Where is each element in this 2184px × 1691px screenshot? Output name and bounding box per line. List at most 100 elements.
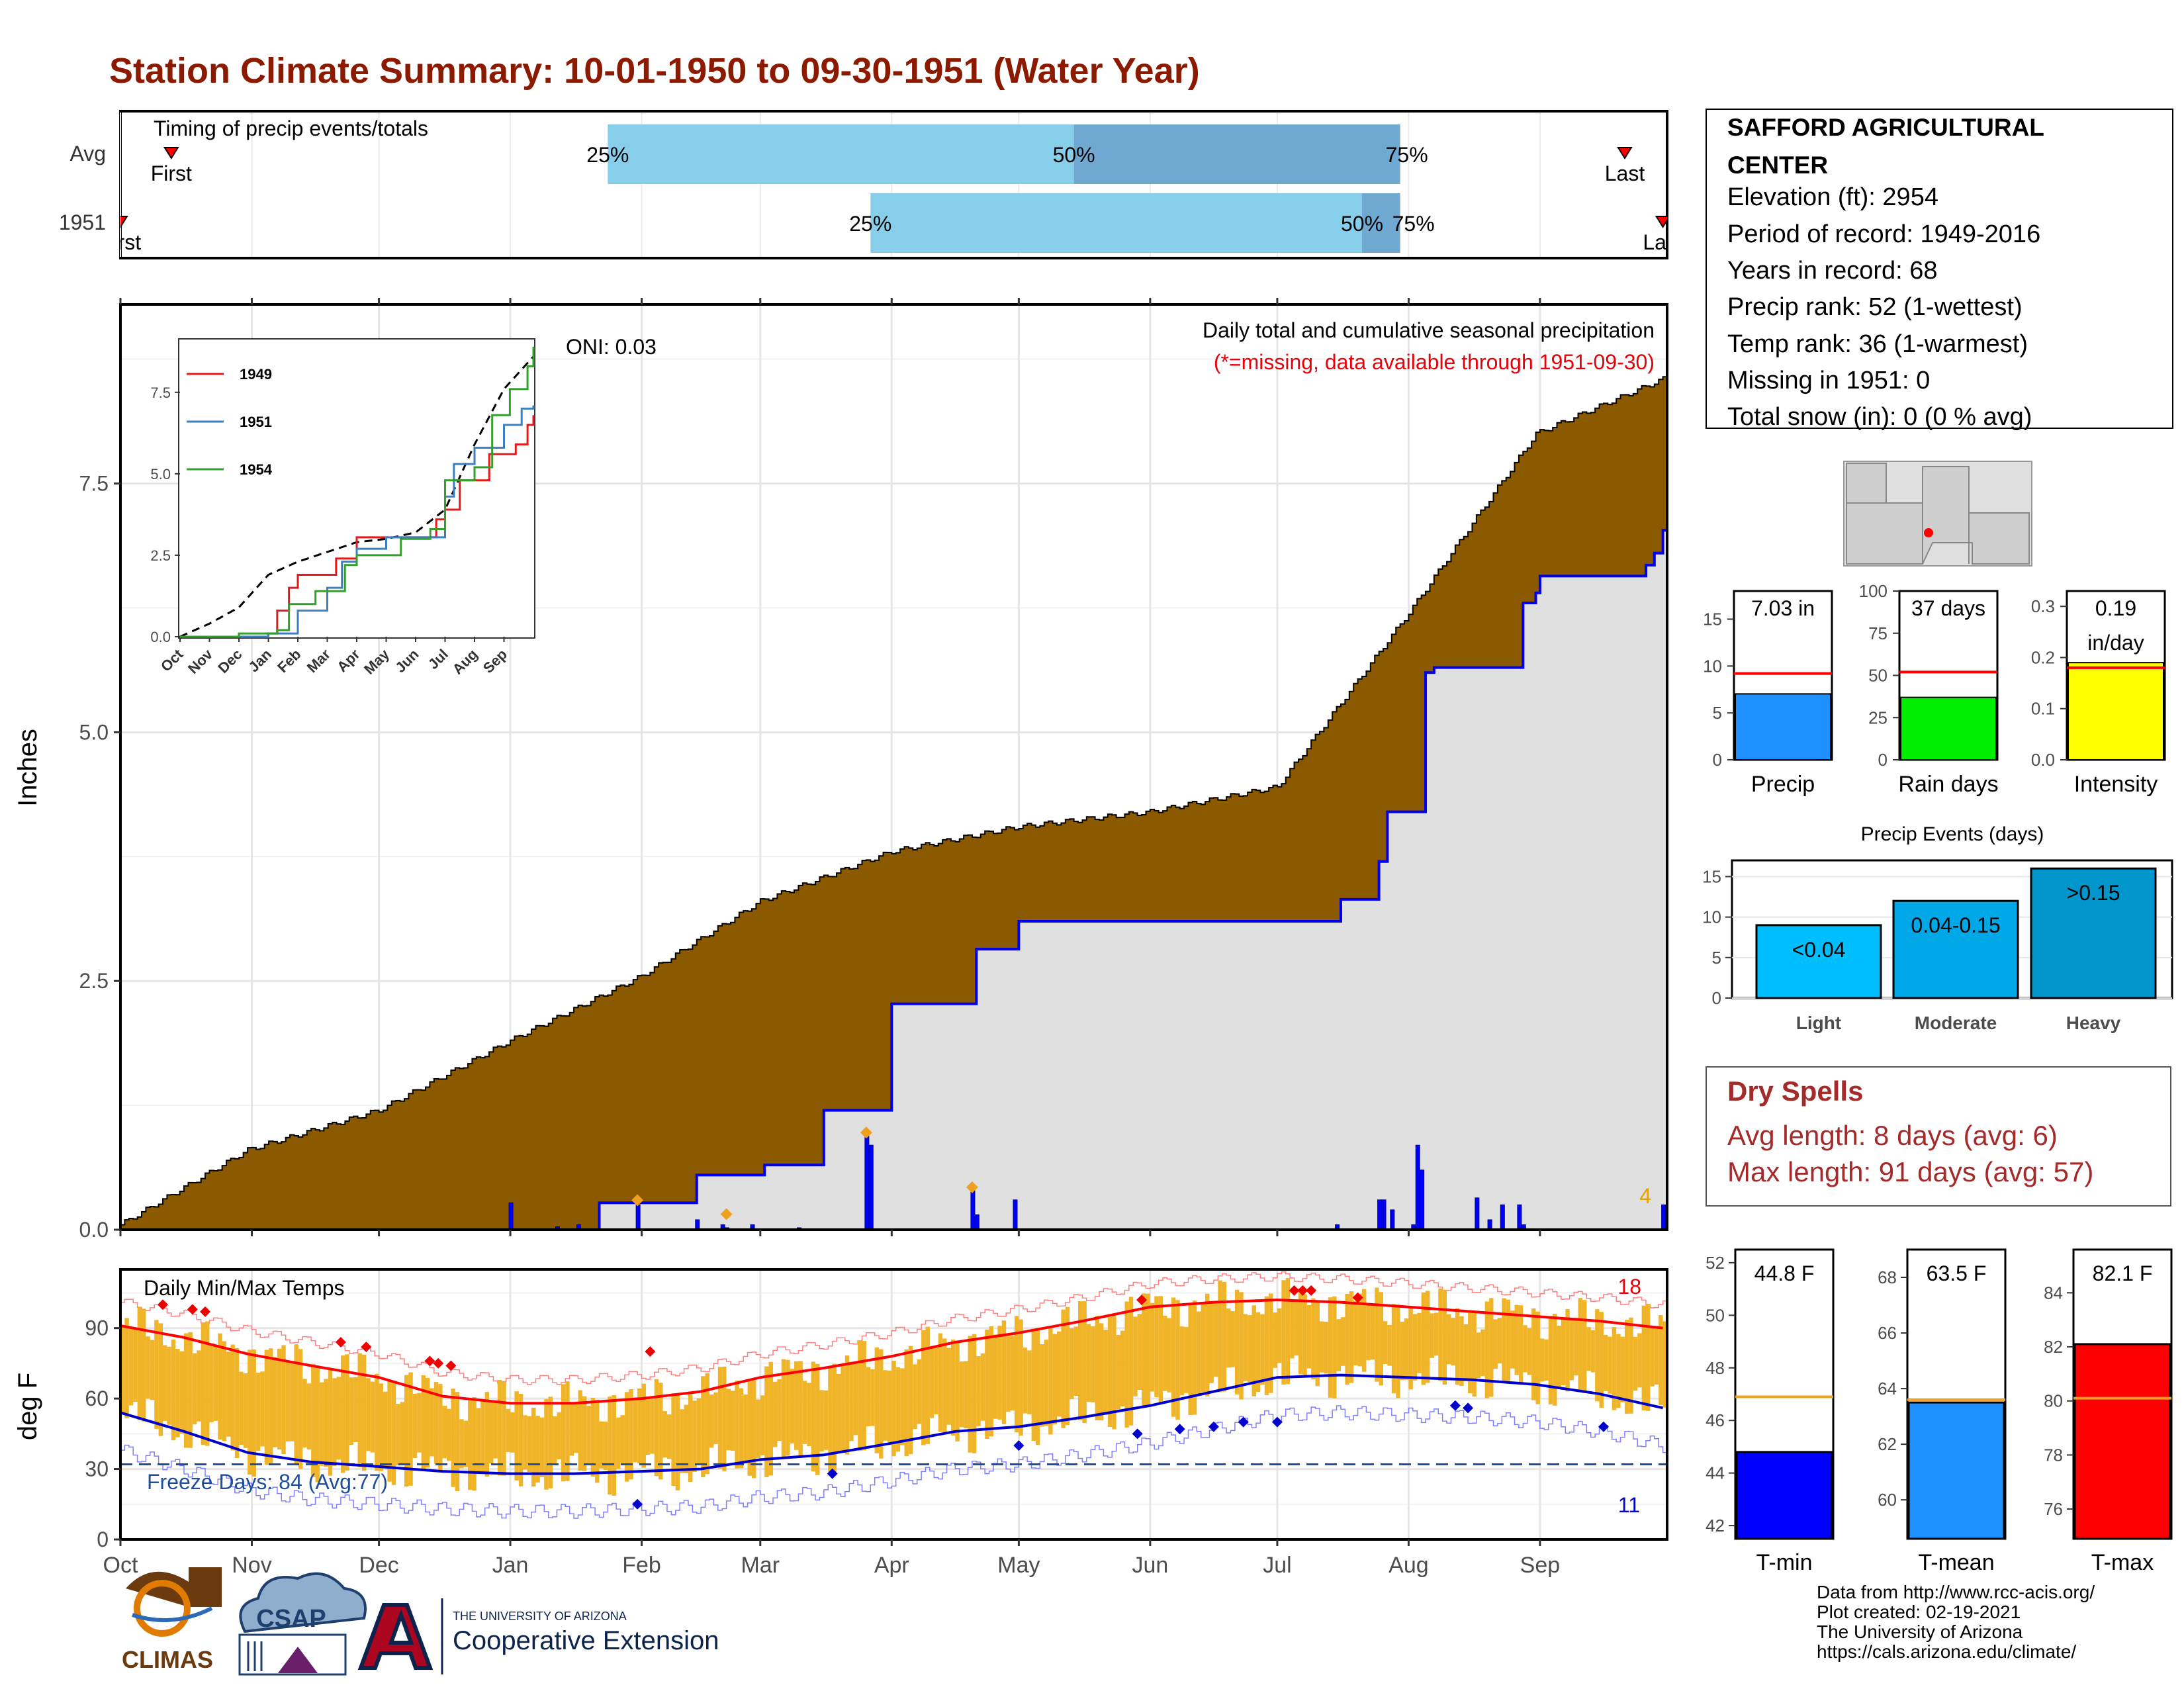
month-tick-label: Jul (1263, 1553, 1291, 1578)
temp-summary-y-tick-label: 68 (1878, 1267, 1897, 1287)
daily-temp-bar (972, 1334, 977, 1453)
daily-temp-bar (794, 1361, 799, 1450)
daily-temp-bar (137, 1306, 142, 1420)
daily-temp-bar (1209, 1302, 1214, 1383)
daily-temp-bar (1273, 1312, 1277, 1368)
daily-temp-bar (671, 1393, 676, 1486)
ua-small-text: THE UNIVERSITY OF ARIZONA (453, 1610, 627, 1623)
daily-temp-bar (281, 1345, 286, 1455)
daily-temp-bar (645, 1398, 651, 1455)
daily-temp-bar (1438, 1288, 1443, 1381)
daily-temp-bar (480, 1400, 485, 1472)
daily-temp-bar (433, 1382, 439, 1464)
climas-logo[interactable]: CLIMAS (122, 1567, 222, 1673)
daily-temp-bar (1654, 1328, 1659, 1385)
precip-y-tick-label: 2.5 (79, 969, 109, 993)
daily-temp-bar (1459, 1316, 1464, 1387)
daily-temp-bar (375, 1373, 379, 1471)
daily-temp-bar (1201, 1303, 1206, 1393)
daily-temp-bar (128, 1328, 134, 1406)
daily-temp-bar (1637, 1333, 1642, 1388)
record-high-marker (1289, 1285, 1300, 1296)
daily-temp-bar (1099, 1323, 1104, 1421)
daily-temp-bar (518, 1393, 523, 1486)
daily-temp-bar (837, 1373, 841, 1453)
daily-precip-bar (695, 1219, 700, 1230)
precip-event-marker (720, 1208, 733, 1220)
daily-temp-bar (493, 1400, 498, 1459)
daily-temp-bar (650, 1399, 655, 1454)
daily-temp-bar (222, 1341, 227, 1441)
daily-temp-bar (1624, 1320, 1629, 1414)
csap-logo[interactable]: CSAP (238, 1572, 367, 1676)
daily-temp-bar (980, 1353, 985, 1421)
daily-temp-bar (387, 1380, 392, 1482)
daily-temp-bar (942, 1338, 947, 1432)
daily-temp-bar (1158, 1296, 1163, 1404)
daily-temp-bar (633, 1397, 638, 1463)
daily-precip-bar (1521, 1224, 1526, 1230)
record-low-marker (1238, 1416, 1249, 1428)
daily-temp-bar (1137, 1314, 1142, 1390)
daily-temp-bar (599, 1421, 604, 1469)
record-high-marker (1352, 1292, 1363, 1303)
daily-temp-bar (167, 1346, 171, 1425)
daily-temp-bar (1408, 1307, 1413, 1390)
daily-temp-bar (1561, 1318, 1566, 1386)
summary-bar-charts: 7.03 in 0 5 10 15 Precip 37 days 0 25 50 75 100 Rain… (1703, 581, 2166, 797)
university-of-arizona-logo[interactable]: THE UNIVERSITY OF ARIZONA Cooperative Ex… (357, 1598, 719, 1674)
daily-temp-bar (908, 1346, 913, 1455)
daily-temp-bar (620, 1415, 625, 1464)
daily-temp-bar (1442, 1289, 1447, 1385)
summary-bar-y-tick-label: 0.1 (2031, 699, 2055, 719)
temp-y-tick-label: 30 (85, 1457, 109, 1481)
daily-temp-bar (1514, 1304, 1519, 1375)
precip-missing-note: (*=missing, data available through 1951-… (1214, 350, 1655, 374)
daily-temp-bar (841, 1365, 845, 1451)
daily-temp-bar (752, 1380, 756, 1479)
daily-temp-bar (1128, 1297, 1134, 1426)
daily-temp-bar (430, 1388, 434, 1457)
summary-bar-title: Rain days (1898, 772, 1998, 797)
daily-temp-bar (1659, 1315, 1663, 1405)
daily-temp-bar (319, 1382, 324, 1466)
daily-temp-bar (514, 1391, 519, 1481)
daily-temp-bar (641, 1383, 646, 1468)
summary-bar-value-label: in/day (2087, 631, 2144, 655)
daily-precip-bar (1381, 1199, 1387, 1230)
daily-temp-bar (1383, 1321, 1388, 1365)
temp-y-label: deg F (13, 1373, 42, 1440)
daily-precip-bar (635, 1204, 641, 1230)
daily-temp-bar (1599, 1312, 1604, 1408)
daily-temp-bar (1531, 1308, 1536, 1400)
daily-temp-bar (1188, 1303, 1193, 1416)
record-max-line (120, 1271, 1667, 1385)
daily-temp-bar (883, 1370, 887, 1441)
summary-bar-y-tick-label: 0.2 (2031, 647, 2055, 667)
daily-temp-bar (1306, 1304, 1312, 1369)
daily-temp-bar (1040, 1344, 1044, 1427)
temp-summary-value (1907, 1401, 2005, 1540)
daily-temp-bar (735, 1381, 739, 1469)
footer-credits: Data from http://www.rcc-acis.org/ Plot … (1817, 1582, 2095, 1662)
daily-temp-bar (565, 1381, 570, 1481)
summary-bar-y-tick-label: 75 (1868, 623, 1888, 643)
daily-temp-bar (553, 1416, 557, 1464)
daily-temp-bar (1319, 1321, 1324, 1373)
daily-temp-bar (743, 1394, 748, 1464)
daily-temp-bar (1616, 1334, 1621, 1408)
daily-temp-bar (828, 1367, 833, 1473)
avg-max-line (120, 1299, 1663, 1405)
daily-precip-bar (1013, 1199, 1018, 1230)
daily-temp-bar (798, 1361, 803, 1457)
inset-legend-label: 1954 (240, 461, 273, 478)
timing-last-marker (1655, 216, 1667, 228)
daily-temp-bar (1243, 1314, 1248, 1381)
daily-precip-bar (1420, 1169, 1425, 1230)
daily-temp-bar (1557, 1325, 1561, 1387)
precip-series (120, 376, 1667, 1230)
station-temp-rank: Temp rank: 36 (1-warmest) (1727, 330, 2028, 358)
timing-p50-label: 50% (1341, 212, 1383, 236)
daily-temp-bar (1612, 1326, 1617, 1410)
